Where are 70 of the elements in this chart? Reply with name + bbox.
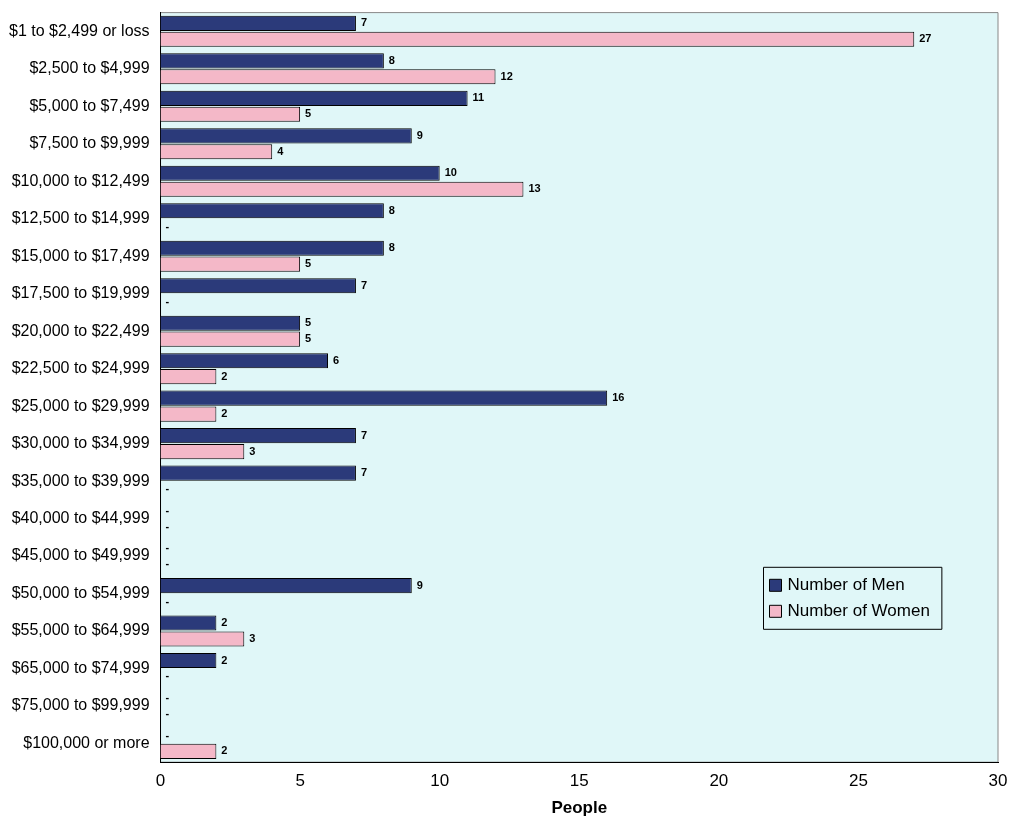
y-tick-label: $17,500 to $19,999 xyxy=(11,284,150,302)
data-label: - xyxy=(165,557,170,570)
data-label: 2 xyxy=(221,616,228,629)
y-tick-label: $55,000 to $64,999 xyxy=(11,621,150,639)
data-label: - xyxy=(165,706,170,719)
y-tick-label: $2,500 to $4,999 xyxy=(29,59,150,77)
data-label: 8 xyxy=(388,53,395,66)
data-label: 13 xyxy=(528,182,541,195)
x-tick-label: 0 xyxy=(155,771,166,791)
data-label: 4 xyxy=(277,144,285,157)
data-label: - xyxy=(165,691,170,704)
data-label: 8 xyxy=(388,203,395,216)
data-label: - xyxy=(165,541,170,554)
data-label: - xyxy=(165,519,170,532)
data-label: 7 xyxy=(360,428,368,441)
data-label: - xyxy=(165,503,170,516)
data-label: 3 xyxy=(249,632,256,645)
data-label: 7 xyxy=(360,466,368,479)
y-tick-label: $65,000 to $74,999 xyxy=(11,658,150,676)
y-tick-label: $75,000 to $99,999 xyxy=(11,696,150,714)
y-tick-label: $5,000 to $7,499 xyxy=(29,96,150,114)
y-tick-label: $30,000 to $34,999 xyxy=(11,434,150,452)
data-label: 7 xyxy=(360,16,368,29)
data-label: 10 xyxy=(444,166,457,179)
y-tick-label: $25,000 to $29,999 xyxy=(11,396,150,414)
data-label: 12 xyxy=(500,69,513,82)
data-label: - xyxy=(165,219,170,232)
y-tick-label: $7,500 to $9,999 xyxy=(29,134,150,152)
data-label: 6 xyxy=(333,353,340,366)
data-label: - xyxy=(165,482,170,495)
y-tick-label: $22,500 to $24,999 xyxy=(11,359,150,377)
data-label: 16 xyxy=(612,391,625,404)
data-label: - xyxy=(165,728,170,741)
y-tick-label: $10,000 to $12,499 xyxy=(11,171,150,189)
y-tick-label: $40,000 to $44,999 xyxy=(11,508,150,526)
data-label: 7 xyxy=(360,278,368,291)
data-label: 5 xyxy=(305,316,312,329)
y-tick-label: $35,000 to $39,999 xyxy=(11,471,150,489)
x-axis-title: People xyxy=(551,798,608,818)
data-label: 2 xyxy=(221,653,228,666)
y-tick-label: $100,000 or more xyxy=(23,733,150,751)
x-tick-label: 10 xyxy=(430,771,450,791)
data-label: 2 xyxy=(221,369,228,382)
data-label: - xyxy=(165,669,170,682)
x-tick-label: 20 xyxy=(709,771,729,791)
data-label: 3 xyxy=(249,444,256,457)
data-label: 27 xyxy=(919,32,932,45)
legend-label: Number of Men xyxy=(787,574,905,594)
data-label: 2 xyxy=(221,407,228,420)
data-label: 8 xyxy=(388,241,395,254)
data-label: 5 xyxy=(305,257,312,270)
y-tick-label: $1 to $2,499 or loss xyxy=(8,21,150,39)
data-label: - xyxy=(165,294,170,307)
data-label: 5 xyxy=(305,332,312,345)
data-label: - xyxy=(165,594,170,607)
y-tick-label: $50,000 to $54,999 xyxy=(11,583,150,601)
data-label: 11 xyxy=(472,91,485,104)
data-label: 5 xyxy=(305,107,312,120)
x-tick-label: 15 xyxy=(569,771,589,791)
x-tick-label: 5 xyxy=(295,771,305,791)
x-tick-label: 30 xyxy=(988,771,1008,791)
legend-label: Number of Women xyxy=(787,600,930,620)
data-label: 9 xyxy=(416,578,423,591)
x-tick-label: 25 xyxy=(848,771,868,791)
y-tick-label: $20,000 to $22,499 xyxy=(11,321,150,339)
y-tick-label: $12,500 to $14,999 xyxy=(11,209,150,227)
data-label: 2 xyxy=(221,744,228,757)
y-tick-label: $45,000 to $49,999 xyxy=(11,546,150,564)
data-label: 9 xyxy=(416,128,423,141)
y-tick-label: $15,000 to $17,499 xyxy=(11,246,150,264)
